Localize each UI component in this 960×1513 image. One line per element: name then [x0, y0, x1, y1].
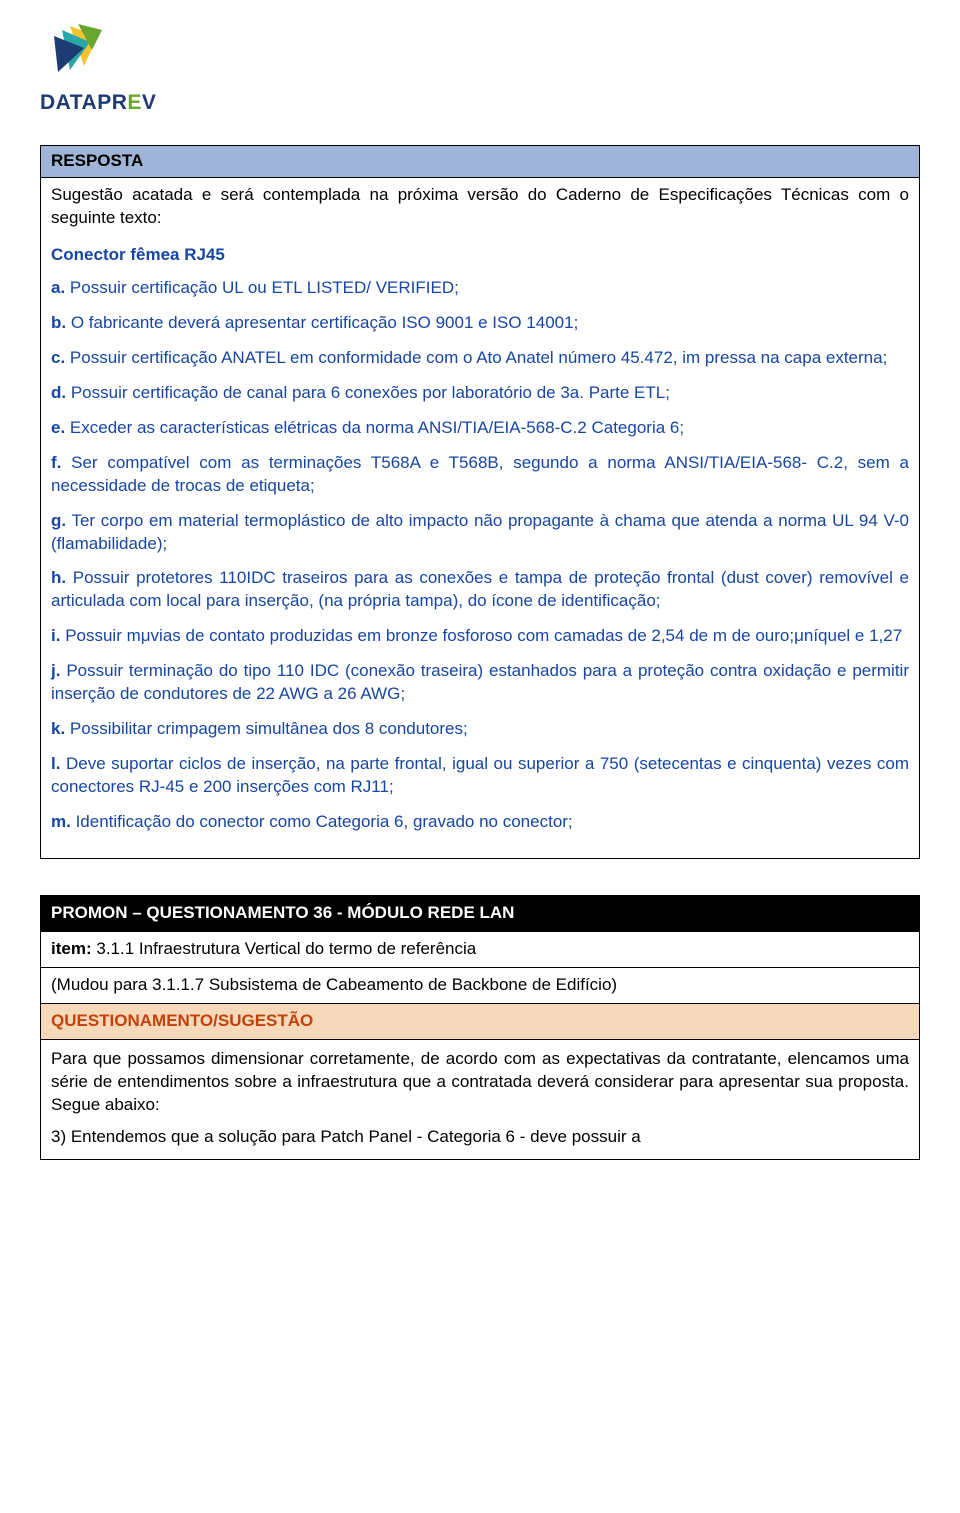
questionamento-title: PROMON – QUESTIONAMENTO 36 - MÓDULO REDE… — [41, 896, 919, 931]
list-item: j. Possuir terminação do tipo 110 IDC (c… — [51, 660, 909, 706]
list-item: e. Exceder as características elétricas … — [51, 417, 909, 440]
changed-row: (Mudou para 3.1.1.7 Subsistema de Cabeam… — [41, 967, 919, 1003]
list-item: a. Possuir certificação UL ou ETL LISTED… — [51, 277, 909, 300]
item-text: Possibilitar crimpagem simultânea dos 8 … — [70, 719, 468, 738]
questionamento-para-2: 3) Entendemos que a solução para Patch P… — [51, 1126, 909, 1149]
item-text: Possuir protetores 110IDC traseiros para… — [51, 568, 909, 610]
logo-icon — [40, 20, 920, 83]
list-item: b. O fabricante deverá apresentar certif… — [51, 312, 909, 335]
item-label: d. — [51, 383, 66, 402]
item-label: h. — [51, 568, 66, 587]
item-text: O fabricante deverá apresentar certifica… — [71, 313, 578, 332]
list-item: f. Ser compatível com as terminações T56… — [51, 452, 909, 498]
resposta-body: Sugestão acatada e será contemplada na p… — [41, 178, 919, 858]
item-text: Possuir certificação de canal para 6 con… — [71, 383, 670, 402]
item-text: Possuir mμvias de contato produzidas em … — [65, 626, 902, 645]
questionamento-box: PROMON – QUESTIONAMENTO 36 - MÓDULO REDE… — [40, 895, 920, 1161]
list-item: d. Possuir certificação de canal para 6 … — [51, 382, 909, 405]
item-text: Identificação do conector como Categoria… — [76, 812, 573, 831]
item-label: e. — [51, 418, 65, 437]
logo-text: DATAPREV — [40, 89, 920, 117]
item-label: f. — [51, 453, 61, 472]
item-label: c. — [51, 348, 65, 367]
questionamento-header: QUESTIONAMENTO/SUGESTÃO — [41, 1003, 919, 1039]
list-item: i. Possuir mμvias de contato produzidas … — [51, 625, 909, 648]
item-label: m. — [51, 812, 71, 831]
item-label: j. — [51, 661, 60, 680]
item-label: l. — [51, 754, 60, 773]
resposta-box: RESPOSTA Sugestão acatada e será contemp… — [40, 145, 920, 859]
logo: DATAPREV — [40, 20, 920, 117]
list-item: k. Possibilitar crimpagem simultânea dos… — [51, 718, 909, 741]
resposta-intro: Sugestão acatada e será contemplada na p… — [51, 184, 909, 230]
item-label: i. — [51, 626, 60, 645]
logo-part-3: V — [142, 91, 157, 114]
resposta-header: RESPOSTA — [41, 146, 919, 178]
item-label: a. — [51, 278, 65, 297]
questionamento-para-1: Para que possamos dimensionar corretamen… — [51, 1048, 909, 1117]
item-label: g. — [51, 511, 66, 530]
item-text: Possuir terminação do tipo 110 IDC (cone… — [51, 661, 909, 703]
item-text: Ter corpo em material termoplástico de a… — [51, 511, 909, 553]
item-text: Ser compatível com as terminações T568A … — [51, 453, 909, 495]
item-value: 3.1.1 Infraestrutura Vertical do termo d… — [96, 939, 476, 958]
list-item: l. Deve suportar ciclos de inserção, na … — [51, 753, 909, 799]
list-item: c. Possuir certificação ANATEL em confor… — [51, 347, 909, 370]
item-text: Exceder as características elétricas da … — [70, 418, 684, 437]
resposta-subtitle: Conector fêmea RJ45 — [51, 244, 909, 267]
item-text: Possuir certificação ANATEL em conformid… — [70, 348, 887, 367]
item-label: item: — [51, 939, 92, 958]
logo-part-1: DATAPR — [40, 91, 127, 114]
item-label: b. — [51, 313, 66, 332]
questionamento-body: Para que possamos dimensionar corretamen… — [41, 1039, 919, 1150]
logo-part-2: E — [127, 91, 142, 114]
item-row: item: 3.1.1 Infraestrutura Vertical do t… — [41, 931, 919, 967]
list-item: h. Possuir protetores 110IDC traseiros p… — [51, 567, 909, 613]
list-item: g. Ter corpo em material termoplástico d… — [51, 510, 909, 556]
list-item: m. Identificação do conector como Catego… — [51, 811, 909, 834]
item-label: k. — [51, 719, 65, 738]
item-text: Possuir certificação UL ou ETL LISTED/ V… — [70, 278, 459, 297]
item-text: Deve suportar ciclos de inserção, na par… — [51, 754, 909, 796]
